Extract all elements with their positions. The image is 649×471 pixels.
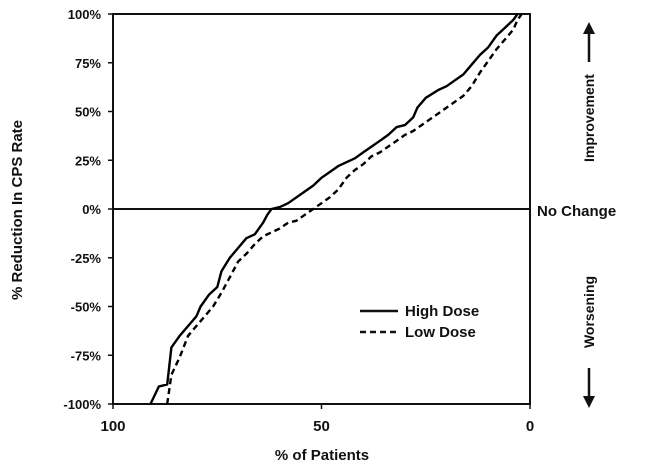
series-line-high-dose (149, 13, 519, 405)
improvement-arrow-icon (583, 22, 595, 62)
legend-label-low-dose: Low Dose (405, 324, 476, 341)
y-tick-label: 75% (75, 56, 101, 71)
legend-label-high-dose: High Dose (405, 303, 479, 320)
worsening-arrow-icon (583, 368, 595, 408)
y-tick-label: -100% (63, 397, 101, 412)
x-tick-label: 0 (526, 418, 534, 435)
worsening-label: Worsening (581, 276, 597, 348)
y-tick-label: -25% (71, 251, 102, 266)
y-tick-label: 25% (75, 153, 101, 168)
reference-line-label: No Change (537, 203, 616, 220)
y-tick-label: 50% (75, 105, 101, 120)
legend: High Dose Low Dose (360, 303, 479, 341)
y-tick-label: 0% (82, 202, 101, 217)
x-axis-title: % of Patients (275, 447, 369, 464)
y-axis-title: % Reduction In CPS Rate (9, 120, 26, 300)
x-tick-label: 50 (313, 418, 330, 435)
x-tick-label: 100 (100, 418, 125, 435)
y-tick-label: -75% (71, 348, 102, 363)
y-tick-label: -50% (71, 300, 102, 315)
plot-area: 100% 75% 50% 25% 0% -25% -50% -75% -100% 100 50 0 (63, 7, 534, 435)
y-tick-label: 100% (68, 7, 102, 22)
improvement-label: Improvement (581, 74, 597, 162)
series-line-low-dose (166, 13, 523, 405)
